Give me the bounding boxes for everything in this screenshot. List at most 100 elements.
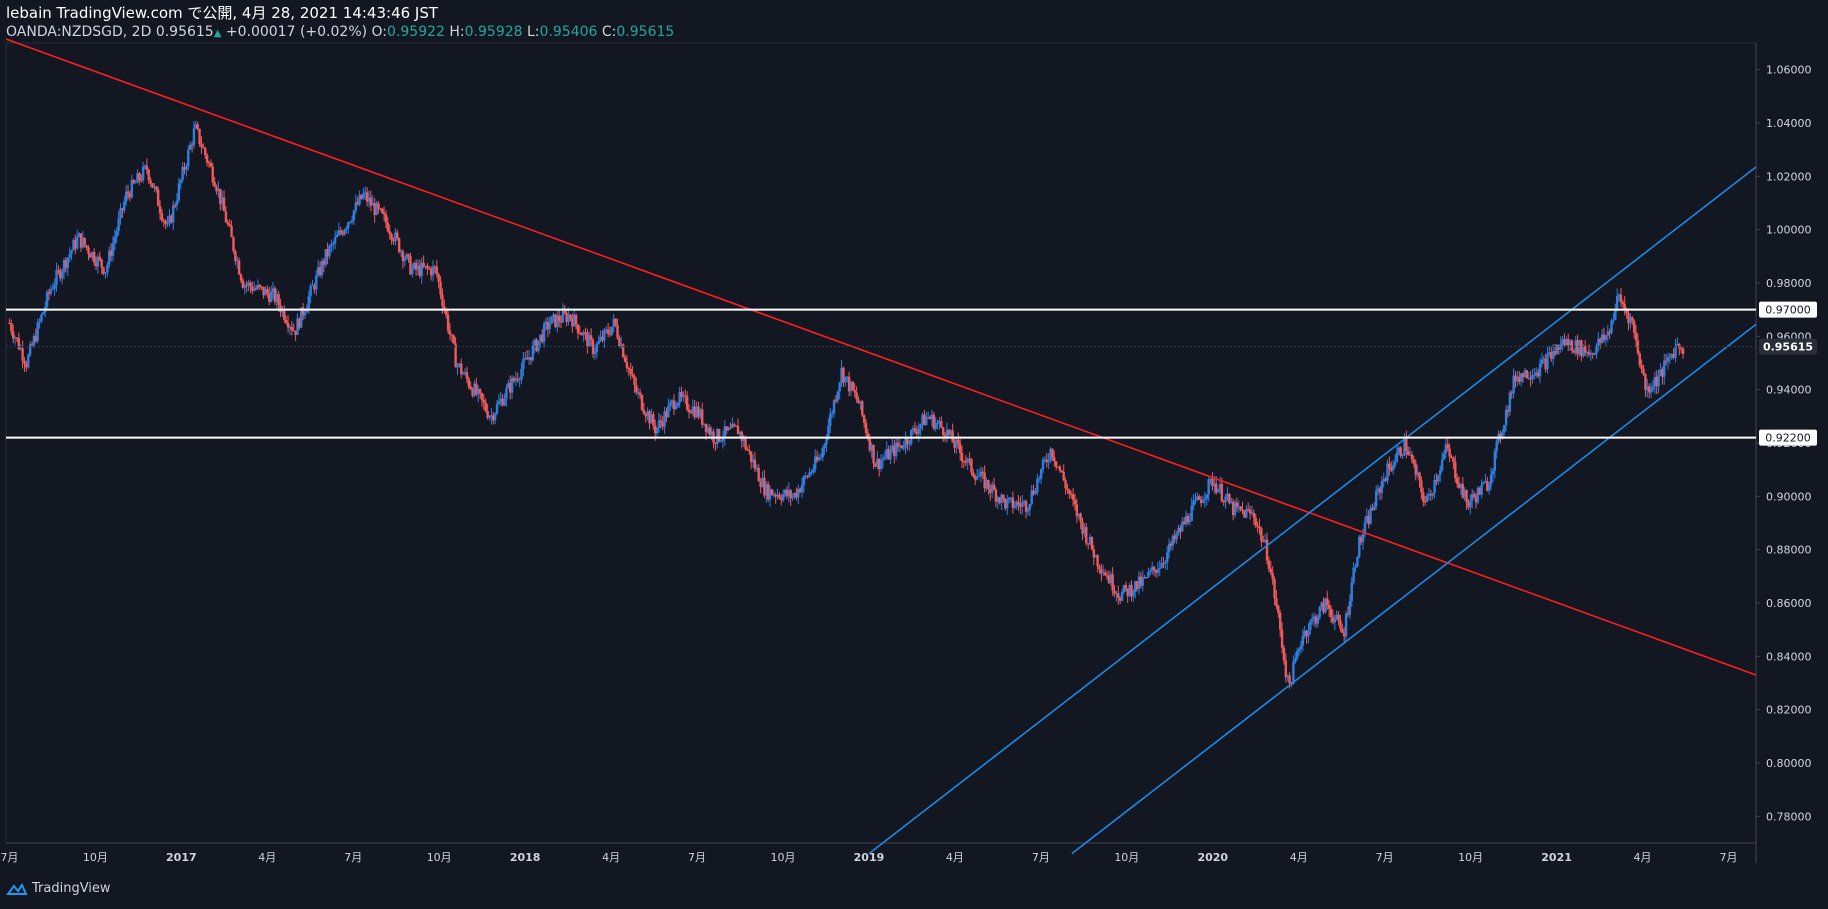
candle-down [1282, 647, 1286, 661]
candle-down [940, 421, 943, 428]
candle-down [1068, 489, 1071, 495]
candle-down [1231, 501, 1235, 516]
plot-frame [5, 42, 1757, 844]
candle-down [196, 124, 199, 129]
candle-up [1397, 447, 1401, 453]
candle-up [524, 357, 527, 359]
candle-down [633, 376, 636, 385]
candle-up [514, 378, 518, 381]
candle-up [723, 426, 727, 439]
candle-up [335, 235, 339, 238]
candle-down [1305, 630, 1308, 637]
candle-down [906, 437, 909, 445]
candle-down [1228, 493, 1231, 504]
candle-down [478, 389, 482, 394]
candle-up [655, 427, 659, 434]
candle-up [1094, 555, 1097, 558]
candle-up [955, 439, 958, 448]
candle-down [774, 494, 777, 497]
candle-down [422, 262, 425, 267]
candle-up [870, 444, 873, 451]
candle-up [949, 430, 952, 435]
candle-up [1007, 497, 1011, 500]
candle-down [968, 458, 971, 460]
candle-down [1486, 480, 1489, 491]
candle-up [1617, 294, 1621, 296]
candle-up [247, 282, 250, 286]
candle-down [947, 429, 951, 435]
candle-down [736, 425, 740, 435]
candle-up [1311, 618, 1314, 622]
candle-up [1363, 522, 1367, 535]
candle-down [47, 292, 51, 294]
candle-up [1083, 527, 1086, 534]
candle-down [535, 339, 538, 351]
candle-down [237, 260, 241, 275]
candle-down [158, 206, 162, 214]
candle-down [864, 422, 868, 433]
candle-up [303, 312, 307, 316]
candle-down [1619, 294, 1623, 302]
y-tick-label: 0.80000 [1766, 757, 1812, 770]
last-price: 0.95615 [155, 24, 214, 40]
candle-up [256, 284, 260, 289]
candle-up [936, 422, 939, 424]
candle-up [350, 220, 354, 222]
tradingview-logo[interactable]: TradingView [6, 881, 111, 896]
candle-up [1141, 577, 1144, 586]
candle-down [228, 224, 231, 226]
candle-up [802, 476, 806, 485]
tradingview-cloud-icon [6, 882, 28, 895]
candle-up [783, 489, 787, 495]
y-tick-label: 0.90000 [1766, 490, 1812, 503]
candle-up [829, 414, 832, 426]
price-label-bg [1759, 301, 1817, 318]
candle-down [326, 249, 329, 257]
candle-up [108, 250, 111, 265]
candle-up [751, 459, 755, 463]
candle-down [1079, 513, 1082, 522]
candle-up [269, 291, 273, 302]
candle-down [1536, 372, 1540, 377]
candle-up [772, 494, 775, 496]
candle-down [951, 430, 954, 443]
candle-up [424, 265, 427, 267]
price-label-bg [1759, 429, 1817, 446]
candle-up [1034, 492, 1037, 495]
symbol-label[interactable]: OANDA:NZDSGD, 2D [6, 24, 152, 40]
candle-down [778, 494, 781, 499]
candle-up [1659, 369, 1662, 376]
candle-down [893, 445, 896, 457]
candle-down [450, 334, 454, 336]
candle-up [187, 149, 190, 167]
candle-up [194, 124, 198, 129]
candle-up [81, 237, 85, 248]
candle-down [644, 413, 647, 417]
candle-up [793, 492, 796, 497]
candle-down [872, 444, 875, 464]
candle-down [401, 251, 405, 262]
candle-down [1111, 574, 1114, 591]
candle-up [588, 335, 591, 347]
candle-up [894, 442, 898, 457]
candle-down [501, 398, 504, 406]
candle-up [1482, 481, 1485, 485]
candle-down [1280, 629, 1284, 648]
candle-down [763, 477, 766, 496]
candle-down [30, 344, 34, 346]
candle-down [862, 415, 866, 423]
candle-up [738, 431, 742, 435]
candle-up [1551, 351, 1555, 359]
candle-down [1053, 457, 1056, 462]
candle-down [684, 395, 687, 397]
candle-down [121, 208, 124, 211]
candle-down [1583, 346, 1587, 353]
candle-down [1367, 515, 1370, 525]
candle-down [215, 186, 218, 192]
candle-down [1248, 509, 1252, 514]
candle-up [817, 457, 821, 461]
candle-down [618, 337, 621, 347]
candle-down [584, 331, 587, 333]
candle-up [1324, 598, 1327, 613]
